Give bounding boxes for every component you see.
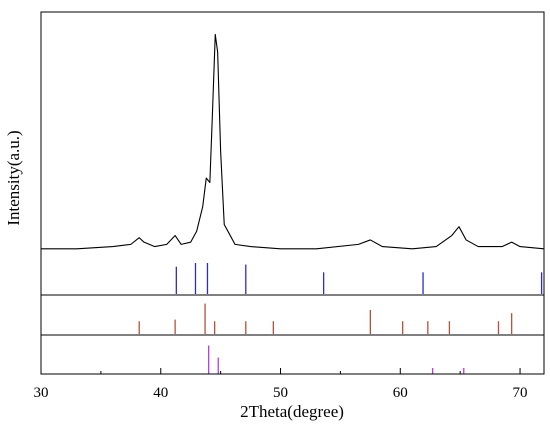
x-tick-label: 70 <box>513 385 528 401</box>
reference-panel-2 <box>138 303 513 334</box>
x-axis-label: 2Theta(degree) <box>240 402 344 421</box>
reference-panel-3 <box>208 345 465 374</box>
xrd-pattern-line <box>41 33 545 250</box>
x-tick-label: 50 <box>273 385 288 401</box>
x-tick-label: 30 <box>34 385 49 401</box>
y-axis-label: Intensity(a.u.) <box>4 130 23 225</box>
reference-panel-1 <box>175 263 543 294</box>
plot-frame <box>40 11 545 375</box>
pattern-panel <box>41 33 545 250</box>
x-tick-label: 40 <box>153 385 168 401</box>
x-tick-label: 60 <box>393 385 408 401</box>
x-axis: 30 40 50 60 70 <box>34 368 528 401</box>
